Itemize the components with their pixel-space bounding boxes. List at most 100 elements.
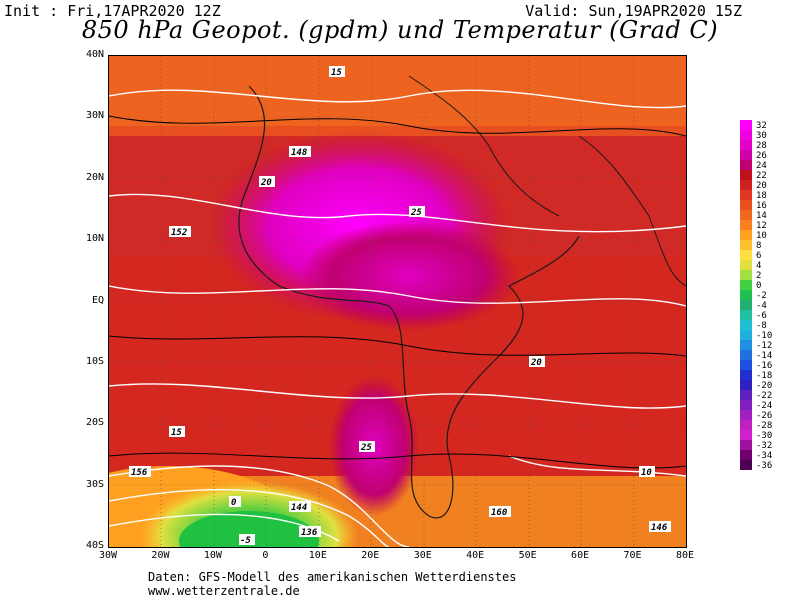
colorbar-label: 2 bbox=[756, 271, 762, 281]
colorbar-segment bbox=[740, 390, 752, 401]
svg-text:156: 156 bbox=[131, 468, 148, 478]
map-title: 850 hPa Geopot. (gpdm) und Temperatur (G… bbox=[81, 16, 719, 44]
colorbar-segment bbox=[740, 310, 752, 321]
geopot-label-3: 144 bbox=[289, 501, 311, 513]
colorbar-label: -4 bbox=[756, 301, 767, 311]
geopot-label-6: 146 bbox=[649, 521, 671, 533]
colorbar-segment bbox=[740, 170, 752, 181]
colorbar-label: -26 bbox=[756, 411, 773, 421]
colorbar-label: 24 bbox=[756, 161, 767, 171]
colorbar-segment bbox=[740, 140, 752, 151]
temperature-label-3: 25 bbox=[359, 441, 375, 453]
geopot-label-1: 152 bbox=[169, 226, 191, 238]
valid-time: Valid: Sun,19APR2020 15Z bbox=[525, 2, 742, 20]
colorbar-segment bbox=[740, 290, 752, 301]
lon-label: 10W bbox=[203, 550, 222, 561]
lat-label: 40N bbox=[85, 49, 104, 60]
colorbar-label: 4 bbox=[756, 261, 762, 271]
colorbar-label: -20 bbox=[756, 381, 773, 391]
svg-text:20: 20 bbox=[260, 178, 272, 188]
temperature-label-0: 15 bbox=[329, 66, 345, 78]
colorbar-segment bbox=[740, 280, 752, 291]
colorbar-label: -32 bbox=[756, 441, 773, 451]
svg-text:0: 0 bbox=[231, 498, 237, 508]
temperature-label-6: 10 bbox=[639, 466, 655, 478]
colorbar-segment bbox=[740, 400, 752, 411]
colorbar-label: 18 bbox=[756, 191, 767, 201]
colorbar-segment bbox=[740, 430, 752, 441]
temperature-label-7: 0 bbox=[229, 496, 241, 508]
geopot-label-0: 148 bbox=[289, 146, 311, 158]
colorbar-label: 12 bbox=[756, 221, 767, 231]
colorbar-segment bbox=[740, 440, 752, 451]
lat-label: 30S bbox=[85, 478, 104, 490]
website: www.wetterzentrale.de bbox=[148, 584, 300, 598]
colorbar-label: -18 bbox=[756, 371, 773, 381]
colorbar-label: -14 bbox=[756, 351, 773, 361]
svg-text:146: 146 bbox=[651, 523, 668, 533]
svg-text:148: 148 bbox=[291, 148, 307, 158]
geopotential-contours bbox=[109, 89, 686, 547]
colorbar-segment bbox=[740, 300, 752, 311]
temperature-label-5: 15 bbox=[169, 426, 185, 438]
lon-label: 80E bbox=[675, 550, 695, 561]
colorbar-segment bbox=[740, 270, 752, 281]
lon-label: 40E bbox=[466, 550, 485, 561]
lon-label: 20W bbox=[151, 550, 170, 561]
temperature-label-2: 25 bbox=[409, 206, 425, 218]
colorbar-segment bbox=[740, 120, 752, 131]
lon-label: 30E bbox=[413, 550, 432, 561]
svg-text:152: 152 bbox=[171, 228, 187, 238]
colorbar-segment bbox=[740, 130, 752, 141]
lat-label: 10S bbox=[85, 355, 104, 367]
colorbar-label: 10 bbox=[756, 231, 767, 241]
colorbar-segment bbox=[740, 420, 752, 431]
colorbar-label: 0 bbox=[756, 281, 762, 291]
svg-text:136: 136 bbox=[301, 528, 318, 538]
colorbar-segment bbox=[740, 360, 752, 371]
svg-text:144: 144 bbox=[291, 503, 307, 513]
colorbar-segment bbox=[740, 240, 752, 251]
data-source: Daten: GFS-Modell des amerikanischen Wet… bbox=[148, 570, 517, 584]
colorbar-segment bbox=[740, 230, 752, 241]
geopot-label-5: 160 bbox=[489, 506, 511, 518]
colorbar-segment bbox=[740, 330, 752, 341]
geopot-label-2: 156 bbox=[129, 466, 151, 478]
colorbar-segment bbox=[740, 190, 752, 201]
temperature-label-1: 20 bbox=[259, 176, 275, 188]
colorbar-label: -22 bbox=[756, 391, 773, 401]
colorbar-segment bbox=[740, 250, 752, 261]
colorbar-segment bbox=[740, 460, 752, 470]
colorbar-label: -2 bbox=[756, 291, 767, 301]
colorbar-label: 22 bbox=[756, 171, 767, 181]
colorbar-label: -8 bbox=[756, 321, 767, 331]
temperature-colorbar bbox=[740, 120, 752, 470]
colorbar-label: 28 bbox=[756, 141, 767, 151]
lon-label: 30W bbox=[98, 550, 118, 561]
lat-label: 20N bbox=[85, 171, 104, 183]
colorbar-label: 32 bbox=[756, 121, 767, 131]
colorbar-label: 14 bbox=[756, 211, 767, 221]
init-time: Init : Fri,17APR2020 12Z bbox=[4, 2, 221, 20]
colorbar-label: -34 bbox=[756, 451, 773, 461]
lon-label: 10E bbox=[308, 550, 327, 561]
colorbar-label: 16 bbox=[756, 201, 767, 211]
lon-label: 0 bbox=[262, 550, 269, 561]
lat-label: 20S bbox=[85, 417, 104, 429]
lat-label: EQ bbox=[91, 294, 104, 306]
svg-text:160: 160 bbox=[491, 508, 508, 518]
svg-text:15: 15 bbox=[171, 428, 182, 438]
temperature-field: 15 20 25 25 20 15 10 0 -5 148 152 156 14… bbox=[109, 56, 686, 547]
colorbar-segment bbox=[740, 370, 752, 381]
colorbar-label: -30 bbox=[756, 431, 773, 441]
colorbar-segment bbox=[740, 210, 752, 221]
lon-label: 70E bbox=[623, 550, 642, 561]
colorbar-label: -12 bbox=[756, 341, 773, 351]
colorbar-label: 6 bbox=[756, 251, 762, 261]
svg-text:20: 20 bbox=[530, 358, 542, 368]
svg-text:25: 25 bbox=[410, 208, 422, 218]
colorbar-segment bbox=[740, 350, 752, 361]
colorbar-segment bbox=[740, 180, 752, 191]
colorbar-label: -24 bbox=[756, 401, 773, 411]
colorbar-label: -10 bbox=[756, 331, 773, 341]
